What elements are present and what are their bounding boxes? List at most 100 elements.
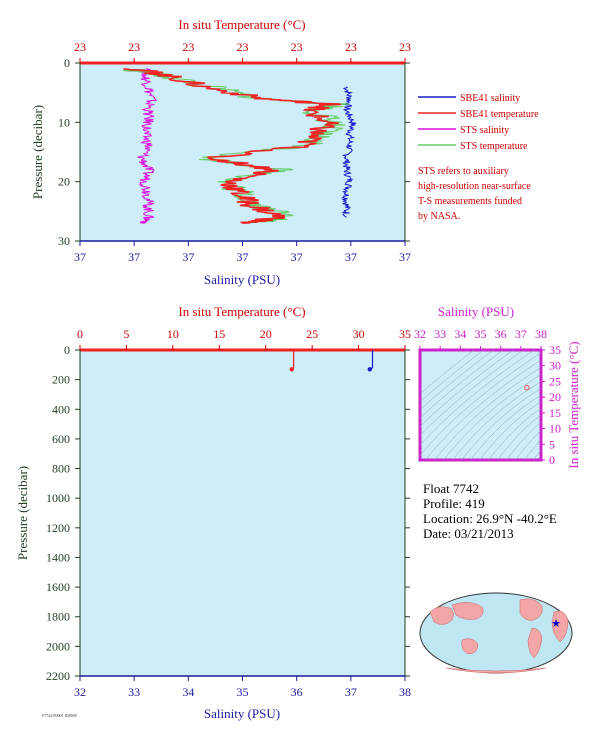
top-sal-tick-label: 37 [399,250,411,264]
top-temp-tick-label: 23 [399,40,411,54]
bottom-sal-tick-label: 37 [345,685,357,699]
bottom-pressure-tick-label: 1600 [46,580,70,594]
ts-density-contours [420,350,541,460]
float-id: Float 7742 [423,481,479,496]
top-sal-tick-label: 37 [74,250,86,264]
top-pressure-tick-labels: 0 10 20 30 [58,56,410,248]
note-line-1: STS refers to auxiliary [418,166,509,177]
top-temp-tick-label: 23 [291,40,303,54]
legend-label-sbe-temperature: SBE41 temperature [460,109,539,120]
top-pressure-tick-label: 0 [64,56,70,70]
bottom-temp-tick-label: 35 [399,327,411,341]
map-land-australia [461,638,479,655]
ts-density-contour [461,388,541,460]
bottom-pressure-tick-label: 600 [52,432,70,446]
bottom-series-group [289,350,374,372]
bottom-profile-panel: In situ Temperature (°C) 0 5 10 15 20 25 30 35 … [15,304,411,721]
map-land-africa [551,610,569,643]
ts-temp-tick-label: 20 [549,390,561,404]
top-series-sbe41-temperature [123,68,341,224]
bottom-pressure-tick-label: 2000 [46,639,70,653]
bottom-temp-tick-label: 15 [213,327,225,341]
top-temp-tick-label: 23 [182,40,194,54]
world-map: ★ [419,592,573,674]
float-info: Float 7742 Profile: 419 Location: 26.9°N… [423,481,557,541]
map-land-asia [451,602,484,620]
bottom-sal-tick-label: 38 [399,685,411,699]
ts-sal-tick-label: 33 [434,327,446,341]
bottom-pressure-tick-label: 0 [64,343,70,357]
sts-note: STS refers to auxiliary high-resolution … [418,166,531,222]
legend: SBE41 salinity SBE41 temperature STS sal… [418,93,539,152]
ts-temp-tick-label: 0 [549,453,555,467]
ts-plot-area [418,348,543,462]
bottom-sal-tick-label: 34 [182,685,194,699]
top-temp-tick-label: 23 [345,40,357,54]
bottom-series-temperature-end-marker [289,367,294,372]
ts-points-group [524,385,530,391]
ts-density-contour [425,359,541,460]
map-continents [429,598,569,674]
ts-density-contour [420,350,475,395]
top-temp-axis-title: In situ Temperature (°C) [178,17,305,32]
top-pressure-tick-label: 20 [58,175,70,189]
top-sal-axis-title: Salinity (PSU) [204,272,280,287]
ts-temp-axis-title: In situ Temperature (°C) [566,341,581,468]
note-line-3: T-S measurements funded [418,196,522,207]
bottom-sal-tick-label: 32 [74,685,86,699]
bottom-temp-tick-label: 25 [306,327,318,341]
float-location-star-icon: ★ [551,618,561,630]
bottom-sal-tick-label: 33 [128,685,140,699]
top-plot-area [79,62,406,242]
ts-temp-tick-label: 25 [549,374,561,388]
top-pressure-tick-label: 10 [58,115,70,129]
top-temp-tick-label: 23 [237,40,249,54]
top-sal-tick-label: 37 [128,250,140,264]
bottom-sal-tick-label: 35 [237,685,249,699]
date: Date: 03/21/2013 [423,526,514,541]
ts-sal-tick-labels: 32 33 34 35 36 37 38 [414,327,547,350]
top-series-sbe41-salinity [341,86,357,218]
location: Location: 26.9°N -40.2°E [423,511,557,526]
bottom-pressure-tick-label: 200 [52,373,70,387]
ts-density-contour [420,350,494,411]
footer-note: F7742/F0001 ID0000 [42,713,77,718]
ts-density-contour [443,374,541,460]
ts-density-contour [470,394,541,460]
ts-density-contour [515,429,541,460]
ts-density-contour [452,381,541,460]
bottom-temp-tick-label: 5 [123,327,129,341]
ts-density-contour [533,449,541,460]
bottom-temp-tick-label: 10 [167,327,179,341]
profile-number: Profile: 419 [423,496,485,511]
bottom-temp-tick-labels: 0 5 10 15 20 25 30 35 [77,327,411,350]
map-land-antarctica [445,667,547,674]
ts-density-contour [420,350,484,403]
top-profile-panel: In situ Temperature (°C) 23 23 23 23 23 23 23 … [30,17,411,287]
map-land-north-america [519,598,543,621]
bottom-sal-axis-title: Salinity (PSU) [204,706,280,721]
ts-temp-tick-label: 5 [549,437,555,451]
ts-density-contour [434,367,541,460]
bottom-pressure-tick-label: 2200 [46,669,70,683]
ts-temp-tick-label: 30 [549,359,561,373]
top-temp-tick-labels: 23 23 23 23 23 23 23 [74,40,411,63]
bottom-sal-tick-label: 36 [291,685,303,699]
legend-label-sbe-salinity: SBE41 salinity [460,93,520,104]
bottom-pressure-tick-label: 800 [52,462,70,476]
legend-label-sts-temperature: STS temperature [460,141,528,152]
map-ocean [419,592,573,674]
map-land-asia-west [429,606,454,625]
note-line-2: high-resolution near-surface [418,181,531,192]
bottom-pressure-tick-label: 1000 [46,491,70,505]
ts-density-contour [420,350,504,419]
bottom-temp-tick-label: 0 [77,327,83,341]
ts-sal-axis-title: Salinity (PSU) [438,304,514,319]
top-sal-tick-label: 37 [345,250,357,264]
bottom-pressure-tick-label: 400 [52,402,70,416]
ts-temp-tick-label: 10 [549,422,561,436]
top-pressure-axis-title: Pressure (decibar) [30,105,45,199]
ts-temp-tick-label: 35 [549,343,561,357]
